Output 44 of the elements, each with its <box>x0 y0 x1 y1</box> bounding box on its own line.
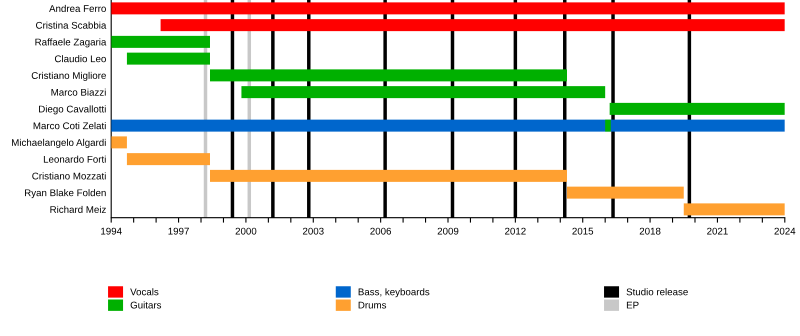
bar <box>684 203 785 216</box>
x-tick-label: 2006 <box>370 228 392 235</box>
bar <box>111 136 127 148</box>
bar <box>111 120 785 132</box>
x-tick-label: 2000 <box>236 228 256 235</box>
x-tick-label: 2021 <box>707 228 728 235</box>
legend-label: EP <box>626 302 639 308</box>
bar <box>111 2 785 14</box>
bar <box>241 86 606 98</box>
bar <box>126 52 210 65</box>
y-tick-label: Cristiano Mozzati <box>32 172 106 180</box>
bar <box>567 186 684 199</box>
y-tick-label: Andrea Ferro <box>49 4 106 12</box>
bar <box>210 170 568 182</box>
y-tick-label: Marco Biazzi <box>51 88 106 96</box>
legend-label: Guitars <box>130 301 162 309</box>
y-tick-label: Marco Coti Zelati <box>34 122 106 130</box>
x-tick-label: 2003 <box>302 228 324 235</box>
bar <box>160 19 785 32</box>
x-tick-label: 1997 <box>168 228 189 235</box>
x-tick-label: 1994 <box>101 228 122 235</box>
y-tick-label: Ryan Blake Folden <box>24 189 106 198</box>
legend-label: Vocals <box>130 288 158 296</box>
bar <box>126 153 210 166</box>
legend-label: Bass, keyboards <box>358 288 430 298</box>
y-tick-label: Raffaele Zagaria <box>35 38 106 48</box>
bar <box>605 120 611 132</box>
y-tick-label: Leonardo Forti <box>44 156 106 163</box>
bar <box>210 69 568 82</box>
y-tick-label: Michaelangelo Algardi <box>12 138 106 148</box>
x-tick-label: 2015 <box>572 228 594 235</box>
bar <box>610 102 785 115</box>
y-tick-label: Richard Meiz <box>50 206 106 213</box>
legend-label: Drums <box>358 302 386 309</box>
y-tick-label: Diego Cavallotti <box>39 105 106 114</box>
x-tick-label: 2012 <box>505 228 526 235</box>
x-tick-label: 2018 <box>640 228 660 235</box>
x-tick-label: 2024 <box>774 228 796 235</box>
x-tick-label: 2009 <box>438 228 458 235</box>
legend-label: Studio release <box>626 288 688 296</box>
bar <box>111 36 210 48</box>
y-tick-label: Cristiano Migliore <box>32 72 106 81</box>
y-tick-label: Claudio Leo <box>54 55 106 62</box>
y-tick-label: Cristina Scabbia <box>36 22 106 29</box>
